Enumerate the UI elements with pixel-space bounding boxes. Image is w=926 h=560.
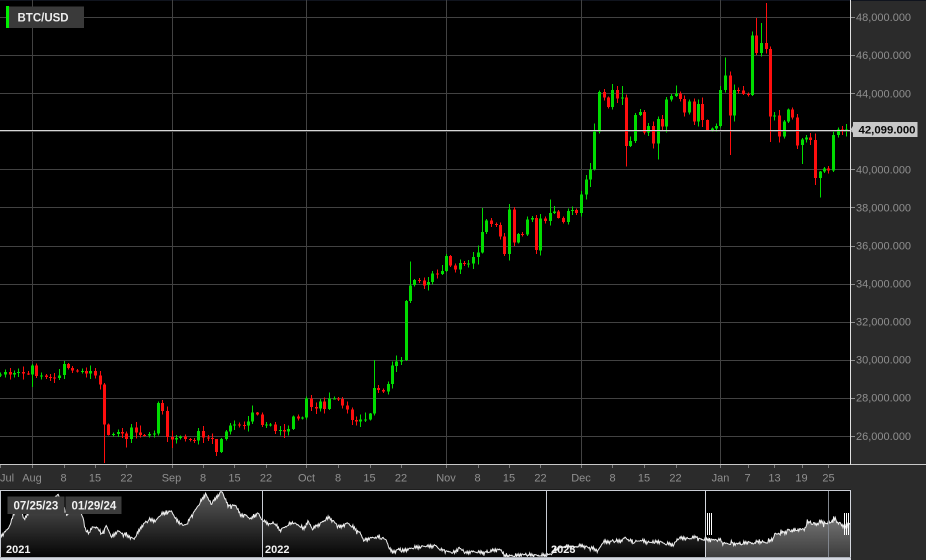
svg-text:19: 19 [795,473,807,485]
svg-text:22: 22 [260,473,272,485]
svg-text:22: 22 [534,473,546,485]
svg-text:8: 8 [474,473,480,485]
svg-text:44,000.000: 44,000.000 [856,88,911,100]
svg-text:15: 15 [638,473,650,485]
svg-text:01/29/24: 01/29/24 [72,501,117,513]
svg-text:07/25/23: 07/25/23 [14,501,59,513]
svg-text:Aug: Aug [22,473,42,485]
svg-text:28,000.000: 28,000.000 [856,393,911,405]
svg-text:15: 15 [228,473,240,485]
svg-text:8: 8 [609,473,615,485]
svg-text:2022: 2022 [265,544,289,556]
svg-text:Nov: Nov [436,473,456,485]
svg-text:42,099.000: 42,099.000 [859,125,916,137]
svg-text:8: 8 [60,473,66,485]
svg-text:22: 22 [120,473,132,485]
svg-text:30,000.000: 30,000.000 [856,355,911,367]
svg-text:7: 7 [744,473,750,485]
svg-text:13: 13 [768,473,780,485]
svg-text:36,000.000: 36,000.000 [856,241,911,253]
svg-text:46,000.000: 46,000.000 [856,50,911,62]
svg-text:15: 15 [363,473,375,485]
svg-text:Jul: Jul [0,473,14,485]
svg-text:2021: 2021 [6,544,30,556]
svg-text:38,000.000: 38,000.000 [856,202,911,214]
svg-text:22: 22 [395,473,407,485]
svg-text:Sep: Sep [162,473,182,485]
svg-text:BTC/USD: BTC/USD [18,12,69,24]
svg-text:8: 8 [335,473,341,485]
svg-text:48,000.000: 48,000.000 [856,12,911,24]
svg-text:34,000.000: 34,000.000 [856,279,911,291]
svg-text:Dec: Dec [571,473,591,485]
svg-text:25: 25 [822,473,834,485]
svg-text:40,000.000: 40,000.000 [856,164,911,176]
svg-text:26,000.000: 26,000.000 [856,431,911,443]
svg-text:15: 15 [503,473,515,485]
svg-text:2023: 2023 [551,544,575,556]
svg-text:Jan: Jan [712,473,730,485]
svg-text:22: 22 [669,473,681,485]
svg-text:8: 8 [200,473,206,485]
svg-text:Oct: Oct [298,473,315,485]
svg-text:32,000.000: 32,000.000 [856,317,911,329]
svg-text:15: 15 [89,473,101,485]
